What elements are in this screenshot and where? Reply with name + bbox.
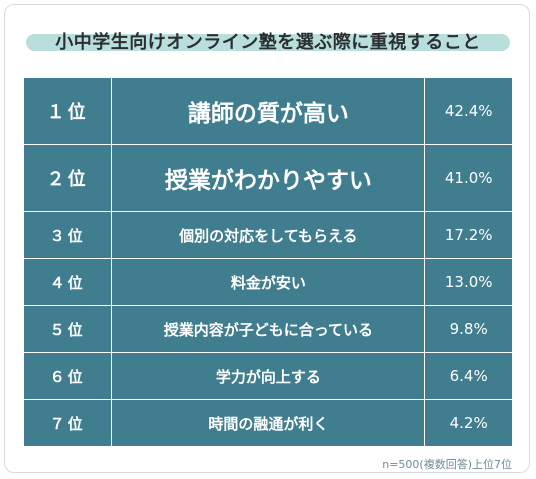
- rank-cell: ６位: [22, 352, 113, 400]
- item-cell: 授業がわかりやすい: [111, 144, 426, 212]
- ranking-table: １位 講師の質が高い 42.4% ２位 授業がわかりやすい 41.0% ３位 個…: [22, 77, 513, 447]
- rank-cell: ７位: [22, 399, 113, 447]
- title-highlight: [26, 34, 510, 51]
- percent-cell: 4.2%: [424, 399, 513, 447]
- footnote: n=500(複数回答)上位7位: [382, 458, 512, 471]
- percent-cell: 41.0%: [424, 144, 513, 212]
- table-row: ６位 学力が向上する 6.4%: [22, 352, 513, 400]
- table-row: ４位 料金が安い 13.0%: [22, 258, 513, 306]
- page-title: 小中学生向けオンライン塾を選ぶ際に重視すること: [55, 32, 481, 53]
- item-cell: 授業内容が子どもに合っている: [111, 305, 426, 353]
- percent-cell: 42.4%: [424, 77, 513, 145]
- title-area: 小中学生向けオンライン塾を選ぶ際に重視すること: [0, 24, 536, 64]
- item-cell: 個別の対応をしてもらえる: [111, 211, 426, 259]
- percent-cell: 6.4%: [424, 352, 513, 400]
- item-cell: 料金が安い: [111, 258, 426, 306]
- table-row: ５位 授業内容が子どもに合っている 9.8%: [22, 305, 513, 353]
- table-row: ２位 授業がわかりやすい 41.0%: [22, 144, 513, 212]
- table-row: ３位 個別の対応をしてもらえる 17.2%: [22, 211, 513, 259]
- rank-cell: ３位: [22, 211, 113, 259]
- rank-cell: １位: [22, 77, 113, 145]
- rank-cell: ２位: [22, 144, 113, 212]
- table-row: １位 講師の質が高い 42.4%: [22, 77, 513, 145]
- table-row: ７位 時間の融通が利く 4.2%: [22, 399, 513, 447]
- item-cell: 講師の質が高い: [111, 77, 426, 145]
- item-cell: 学力が向上する: [111, 352, 426, 400]
- percent-cell: 13.0%: [424, 258, 513, 306]
- rank-cell: ４位: [22, 258, 113, 306]
- rank-cell: ５位: [22, 305, 113, 353]
- item-cell: 時間の融通が利く: [111, 399, 426, 447]
- percent-cell: 17.2%: [424, 211, 513, 259]
- percent-cell: 9.8%: [424, 305, 513, 353]
